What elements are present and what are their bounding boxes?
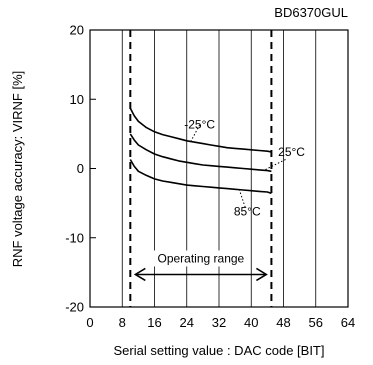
y-tick-label: 10	[70, 92, 84, 107]
x-tick-label: 56	[309, 315, 323, 330]
series-layer	[129, 107, 272, 195]
operating-range-label-bg	[153, 250, 248, 267]
y-tick-label: 0	[77, 161, 84, 176]
series-annotation: 85°C	[234, 205, 261, 219]
x-axis-label: Serial setting value : DAC code [BIT]	[114, 343, 325, 358]
series-line	[129, 107, 272, 153]
operating-range-label: Operating range	[157, 251, 244, 265]
annotation-leader	[263, 159, 286, 172]
x-tick-label: 8	[119, 315, 126, 330]
series-annotation: 25°C	[278, 145, 305, 159]
x-tick-label: 24	[180, 315, 194, 330]
y-tick-label: -10	[65, 230, 84, 245]
series-line	[129, 159, 272, 195]
x-tick-label: 0	[86, 315, 93, 330]
x-tick-label: 32	[212, 315, 226, 330]
arrow-head-right	[256, 267, 268, 282]
y-axis-label: RNF voltage accuracy: VIRNF [%]	[10, 71, 25, 268]
x-tick-label: 64	[341, 315, 355, 330]
operating-range: Operating range	[129, 30, 273, 307]
x-tick-label: 40	[244, 315, 258, 330]
x-tick-labels: 0 8 16 24 32 40 48 56 64	[86, 315, 355, 330]
x-tick-label: 16	[147, 315, 161, 330]
y-tick-labels: -20 -10 0 10 20	[65, 23, 96, 315]
series-annotation: -25°C	[184, 117, 215, 131]
y-tick-label: -20	[65, 300, 84, 315]
y-tick-label: 20	[70, 23, 84, 38]
series-line	[129, 133, 272, 173]
arrow-head-left	[133, 267, 146, 282]
x-tick-label: 48	[276, 315, 290, 330]
chart-title: BD6370GUL	[274, 5, 348, 20]
series-annotations: -25°C 25°C 85°C	[184, 117, 305, 218]
